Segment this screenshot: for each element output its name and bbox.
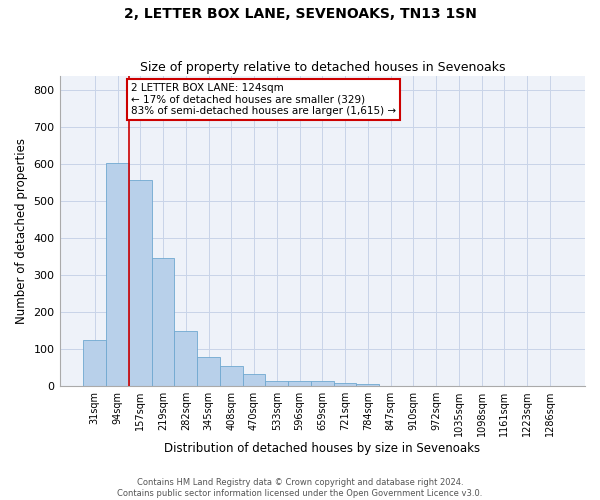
X-axis label: Distribution of detached houses by size in Sevenoaks: Distribution of detached houses by size … xyxy=(164,442,481,455)
Bar xyxy=(83,340,106,386)
Bar xyxy=(334,384,356,386)
Bar xyxy=(175,330,197,386)
Bar xyxy=(129,180,152,386)
Bar xyxy=(356,384,379,386)
Bar xyxy=(265,380,288,386)
Text: Contains HM Land Registry data © Crown copyright and database right 2024.
Contai: Contains HM Land Registry data © Crown c… xyxy=(118,478,482,498)
Y-axis label: Number of detached properties: Number of detached properties xyxy=(15,138,28,324)
Text: 2, LETTER BOX LANE, SEVENOAKS, TN13 1SN: 2, LETTER BOX LANE, SEVENOAKS, TN13 1SN xyxy=(124,8,476,22)
Bar xyxy=(242,374,265,386)
Bar xyxy=(197,358,220,386)
Bar xyxy=(106,162,129,386)
Bar xyxy=(311,382,334,386)
Title: Size of property relative to detached houses in Sevenoaks: Size of property relative to detached ho… xyxy=(140,62,505,74)
Bar xyxy=(220,366,242,386)
Bar xyxy=(152,258,175,386)
Bar xyxy=(288,382,311,386)
Text: 2 LETTER BOX LANE: 124sqm
← 17% of detached houses are smaller (329)
83% of semi: 2 LETTER BOX LANE: 124sqm ← 17% of detac… xyxy=(131,83,397,116)
